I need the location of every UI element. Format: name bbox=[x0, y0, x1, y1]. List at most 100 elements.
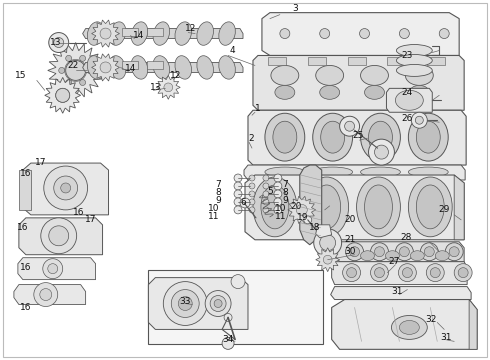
Text: 17: 17 bbox=[85, 215, 97, 224]
Circle shape bbox=[416, 116, 423, 124]
Polygon shape bbox=[92, 20, 120, 47]
Ellipse shape bbox=[313, 167, 353, 177]
Ellipse shape bbox=[109, 56, 126, 79]
Text: 13: 13 bbox=[50, 38, 61, 47]
Circle shape bbox=[370, 243, 389, 261]
Ellipse shape bbox=[265, 167, 305, 177]
Circle shape bbox=[374, 145, 389, 159]
Ellipse shape bbox=[197, 56, 214, 79]
Bar bbox=[268, 58, 286, 66]
Ellipse shape bbox=[365, 185, 392, 229]
Circle shape bbox=[439, 28, 449, 39]
Polygon shape bbox=[45, 77, 81, 113]
Circle shape bbox=[80, 80, 86, 85]
Circle shape bbox=[65, 59, 87, 81]
Circle shape bbox=[249, 207, 255, 213]
Ellipse shape bbox=[321, 121, 344, 153]
Bar bbox=[147, 28, 163, 36]
Circle shape bbox=[249, 183, 255, 189]
Polygon shape bbox=[454, 175, 464, 240]
Circle shape bbox=[263, 199, 269, 205]
Ellipse shape bbox=[361, 167, 400, 177]
Circle shape bbox=[424, 247, 434, 257]
Bar bbox=[308, 58, 326, 66]
Circle shape bbox=[249, 175, 255, 181]
Ellipse shape bbox=[87, 56, 104, 79]
Circle shape bbox=[263, 191, 269, 197]
Polygon shape bbox=[248, 110, 466, 165]
Text: 19: 19 bbox=[297, 213, 309, 222]
Text: 34: 34 bbox=[222, 335, 234, 344]
Circle shape bbox=[210, 296, 226, 311]
Circle shape bbox=[304, 216, 312, 224]
Circle shape bbox=[100, 28, 111, 39]
Circle shape bbox=[66, 80, 72, 85]
Ellipse shape bbox=[408, 113, 448, 161]
Text: 14: 14 bbox=[133, 31, 144, 40]
Text: 15: 15 bbox=[15, 71, 26, 80]
Circle shape bbox=[164, 83, 172, 92]
Circle shape bbox=[458, 268, 468, 278]
Ellipse shape bbox=[416, 185, 444, 229]
Circle shape bbox=[234, 174, 242, 182]
Text: 10: 10 bbox=[275, 204, 287, 213]
Polygon shape bbox=[156, 75, 180, 99]
Polygon shape bbox=[18, 258, 96, 280]
Circle shape bbox=[240, 198, 250, 208]
Circle shape bbox=[41, 218, 76, 254]
Text: 5: 5 bbox=[267, 188, 273, 197]
Text: 8: 8 bbox=[282, 188, 288, 197]
Circle shape bbox=[374, 247, 385, 257]
Ellipse shape bbox=[319, 85, 340, 99]
Ellipse shape bbox=[175, 56, 192, 79]
Text: 9: 9 bbox=[282, 197, 288, 206]
Polygon shape bbox=[23, 163, 108, 215]
Circle shape bbox=[445, 243, 463, 261]
Circle shape bbox=[54, 37, 64, 48]
Text: 21: 21 bbox=[344, 235, 355, 244]
Circle shape bbox=[163, 282, 207, 325]
Ellipse shape bbox=[131, 22, 147, 45]
Circle shape bbox=[420, 243, 438, 261]
Circle shape bbox=[319, 235, 336, 251]
Circle shape bbox=[54, 176, 77, 200]
Ellipse shape bbox=[392, 315, 427, 339]
Text: 12: 12 bbox=[185, 24, 196, 33]
Circle shape bbox=[449, 247, 459, 257]
Text: 27: 27 bbox=[389, 257, 400, 266]
Circle shape bbox=[454, 264, 472, 282]
Circle shape bbox=[80, 55, 86, 61]
Polygon shape bbox=[332, 262, 467, 285]
Text: 7: 7 bbox=[282, 180, 288, 189]
Circle shape bbox=[234, 182, 242, 190]
Text: 4: 4 bbox=[229, 46, 235, 55]
Circle shape bbox=[43, 259, 63, 279]
Polygon shape bbox=[245, 175, 464, 240]
Polygon shape bbox=[469, 300, 477, 349]
Polygon shape bbox=[316, 225, 332, 238]
Ellipse shape bbox=[395, 90, 423, 110]
Polygon shape bbox=[300, 165, 322, 245]
Circle shape bbox=[274, 174, 282, 182]
Text: 20: 20 bbox=[290, 202, 301, 211]
Text: 13: 13 bbox=[149, 83, 161, 92]
Circle shape bbox=[430, 268, 440, 278]
Circle shape bbox=[395, 243, 414, 261]
Polygon shape bbox=[253, 55, 464, 110]
Circle shape bbox=[249, 191, 255, 197]
Circle shape bbox=[34, 283, 58, 306]
Polygon shape bbox=[19, 218, 102, 255]
Ellipse shape bbox=[153, 22, 170, 45]
Ellipse shape bbox=[219, 22, 235, 45]
Ellipse shape bbox=[408, 177, 452, 237]
Circle shape bbox=[274, 206, 282, 214]
Circle shape bbox=[234, 198, 242, 206]
Circle shape bbox=[87, 67, 93, 73]
Polygon shape bbox=[244, 165, 465, 180]
Polygon shape bbox=[387, 88, 432, 112]
Circle shape bbox=[172, 289, 199, 318]
Polygon shape bbox=[92, 54, 120, 81]
Ellipse shape bbox=[435, 251, 449, 261]
Circle shape bbox=[426, 264, 444, 282]
Text: 18: 18 bbox=[309, 223, 320, 232]
